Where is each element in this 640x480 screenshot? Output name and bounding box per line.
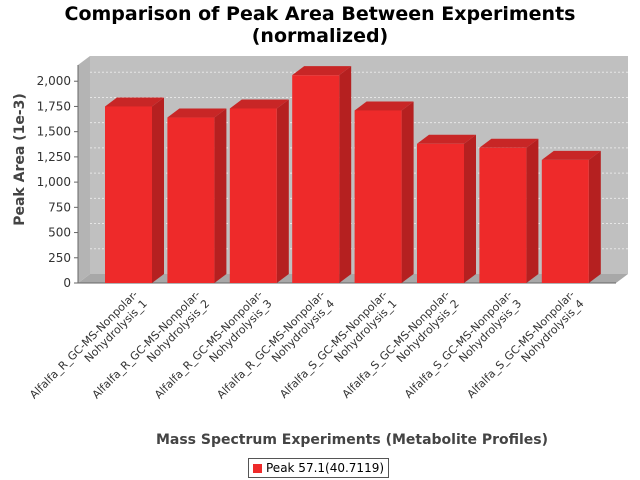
bar-side bbox=[588, 150, 601, 283]
bar-top bbox=[479, 138, 539, 148]
bar-top bbox=[292, 66, 352, 76]
y-axis-title: Peak Area (1e-3) bbox=[12, 93, 28, 226]
bar bbox=[417, 134, 476, 283]
legend-swatch bbox=[253, 463, 262, 473]
y-tick-label: 1,000 bbox=[37, 175, 71, 189]
bar-side bbox=[339, 66, 352, 284]
bar bbox=[167, 108, 227, 283]
bar-side bbox=[276, 99, 289, 283]
bar-side bbox=[464, 134, 476, 283]
bar bbox=[354, 101, 414, 283]
y-tick-label: 250 bbox=[48, 251, 71, 265]
y-tick-label: 1,250 bbox=[37, 150, 71, 164]
bar-front bbox=[541, 159, 589, 283]
bar-top bbox=[541, 150, 601, 160]
bar-top bbox=[105, 97, 164, 107]
bar bbox=[105, 97, 164, 283]
x-tick-label: Alfalfa_S_GC-MS-Nonpolar-Nohydrolysis_4 bbox=[464, 288, 586, 410]
bar-front bbox=[354, 110, 402, 283]
y-tick-label: 1,750 bbox=[37, 99, 71, 113]
bar-front bbox=[292, 75, 340, 284]
legend: Peak 57.1(40.7119) bbox=[248, 458, 390, 478]
bar-front bbox=[105, 106, 152, 283]
bar-top bbox=[229, 99, 289, 109]
y-tick-label: 1,500 bbox=[37, 125, 71, 139]
bar-side bbox=[214, 108, 227, 283]
chart-title: Comparison of Peak Area Between Experime… bbox=[64, 3, 576, 25]
legend-label: Peak 57.1(40.7119) bbox=[266, 461, 385, 475]
bar-top bbox=[167, 108, 227, 118]
bar bbox=[541, 150, 601, 283]
bar-top bbox=[354, 101, 414, 111]
bar-front bbox=[417, 143, 464, 283]
bar-front bbox=[167, 117, 215, 283]
bar-side bbox=[152, 97, 164, 283]
bar bbox=[479, 138, 539, 283]
bar bbox=[229, 99, 289, 283]
y-tick-label: 0 bbox=[63, 276, 71, 290]
bar-side bbox=[526, 138, 539, 283]
bar-side bbox=[401, 101, 414, 283]
y-tick-label: 2,000 bbox=[37, 74, 71, 88]
x-axis-title: Mass Spectrum Experiments (Metabolite Pr… bbox=[156, 432, 548, 448]
y-tick-label: 500 bbox=[48, 226, 71, 240]
y-tick-label: 750 bbox=[48, 200, 71, 214]
bar-front bbox=[229, 108, 277, 283]
bar-top bbox=[417, 134, 476, 144]
bar-front bbox=[479, 147, 527, 283]
bar bbox=[292, 66, 352, 284]
chart-subtitle: (normalized) bbox=[251, 25, 389, 47]
plot-side-wall bbox=[78, 56, 90, 283]
